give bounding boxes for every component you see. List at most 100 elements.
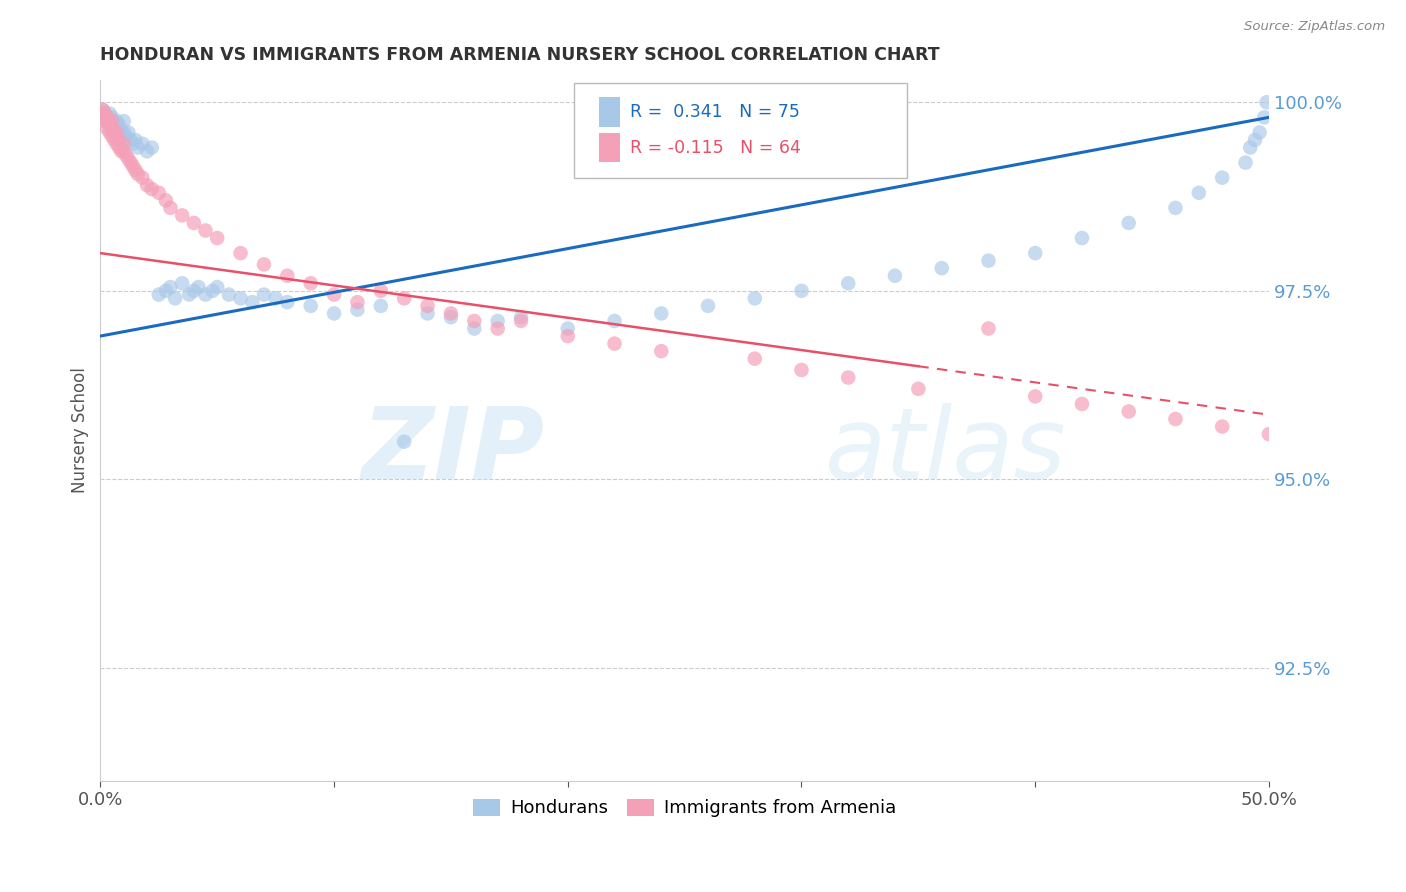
Point [112, 136, 135, 151]
Point [112, 145, 135, 159]
Point [101, 111, 124, 125]
Point [91, 106, 114, 120]
Y-axis label: Nursery School: Nursery School [72, 368, 89, 493]
Point [205, 231, 228, 245]
Point [790, 363, 813, 377]
Point [1024, 246, 1046, 260]
Point [1024, 389, 1046, 403]
Point [416, 299, 439, 313]
Point [96, 114, 118, 128]
Point [105, 125, 128, 139]
Point [159, 201, 181, 215]
Point [299, 277, 322, 291]
Point [510, 310, 533, 325]
Point [183, 284, 205, 298]
Point [148, 186, 170, 200]
Point [101, 114, 124, 128]
Point [194, 287, 217, 301]
Point [323, 306, 346, 320]
Point [103, 121, 125, 136]
Point [837, 277, 859, 291]
Point [229, 291, 252, 305]
Text: Source: ZipAtlas.com: Source: ZipAtlas.com [1244, 20, 1385, 33]
Point [510, 314, 533, 328]
Legend: Hondurans, Immigrants from Armenia: Hondurans, Immigrants from Armenia [465, 791, 904, 824]
Point [370, 284, 392, 298]
Point [155, 284, 177, 298]
Point [218, 287, 240, 301]
Point [98, 106, 121, 120]
Point [115, 129, 138, 144]
Point [141, 182, 163, 196]
Point [1258, 427, 1281, 442]
Point [96, 114, 118, 128]
Point [744, 291, 766, 305]
Point [253, 257, 276, 271]
Point [112, 125, 135, 139]
Point [1071, 231, 1094, 245]
Point [127, 140, 149, 154]
Point [141, 140, 163, 154]
Point [346, 295, 368, 310]
Text: ZIP: ZIP [361, 403, 544, 500]
Point [697, 299, 720, 313]
Point [122, 160, 145, 174]
Point [557, 329, 579, 343]
Point [172, 208, 194, 222]
Point [101, 114, 124, 128]
Point [136, 178, 159, 193]
Point [105, 136, 128, 151]
Point [94, 106, 117, 120]
Point [1188, 186, 1211, 200]
Point [1249, 125, 1271, 139]
Point [105, 114, 128, 128]
Point [110, 125, 132, 139]
FancyBboxPatch shape [599, 97, 620, 127]
Point [744, 351, 766, 366]
Point [108, 140, 131, 154]
Point [98, 118, 121, 132]
Point [172, 277, 194, 291]
Point [120, 133, 142, 147]
Point [112, 114, 135, 128]
Point [977, 321, 1000, 335]
Point [1239, 140, 1261, 154]
Point [276, 295, 298, 310]
Point [105, 125, 128, 139]
Point [884, 268, 907, 283]
Point [91, 103, 114, 117]
Point [1071, 397, 1094, 411]
Point [907, 382, 929, 396]
Point [240, 295, 263, 310]
Point [790, 284, 813, 298]
Point [122, 136, 145, 151]
Point [264, 291, 287, 305]
Point [323, 287, 346, 301]
Point [650, 344, 672, 359]
Point [117, 125, 139, 139]
Point [94, 106, 117, 120]
Point [159, 280, 181, 294]
Point [1118, 216, 1140, 230]
Point [165, 291, 187, 305]
Point [253, 287, 276, 301]
Point [179, 287, 201, 301]
Point [103, 133, 125, 147]
Point [194, 223, 217, 237]
Point [276, 268, 298, 283]
Point [1244, 133, 1267, 147]
Point [131, 170, 153, 185]
Point [103, 125, 125, 139]
Point [201, 284, 224, 298]
Point [440, 310, 463, 325]
Point [1211, 419, 1233, 434]
Point [94, 114, 117, 128]
Point [557, 321, 579, 335]
FancyBboxPatch shape [574, 83, 907, 178]
Point [96, 111, 118, 125]
Point [148, 287, 170, 301]
Point [463, 321, 485, 335]
Text: R =  0.341   N = 75: R = 0.341 N = 75 [630, 103, 800, 121]
Point [603, 314, 626, 328]
Point [96, 121, 118, 136]
